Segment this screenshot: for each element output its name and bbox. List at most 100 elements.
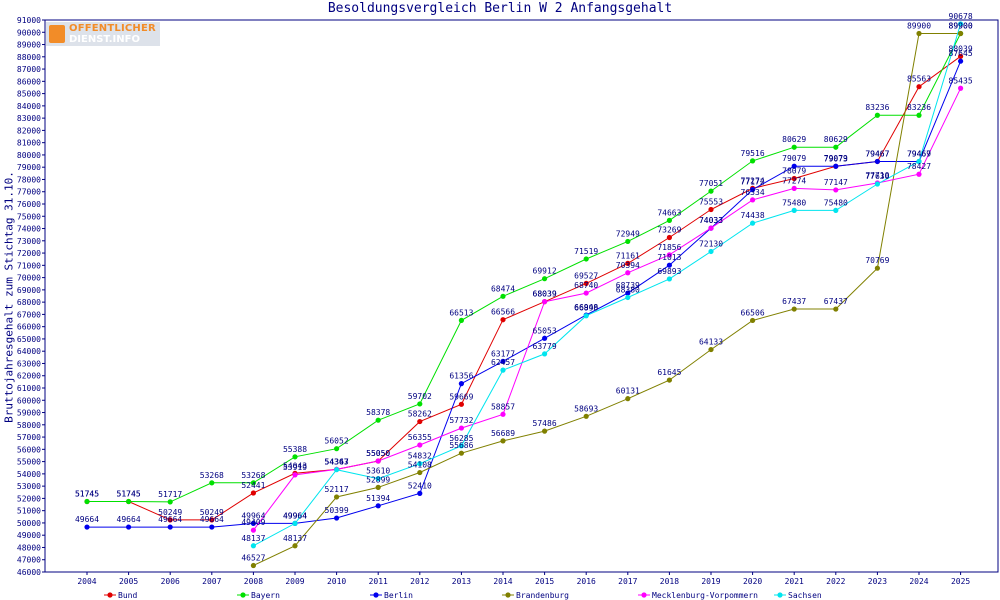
y-tick-label: 61000 <box>17 384 41 393</box>
x-tick-label: 2006 <box>161 577 180 586</box>
legend-marker-sachsen <box>777 592 783 598</box>
data-label-bayern: 79516 <box>741 149 765 158</box>
data-label-brandenburg: 64133 <box>699 338 723 347</box>
data-label-berlin: 65053 <box>533 326 557 335</box>
data-point-berlin <box>167 524 173 530</box>
data-point-bayern <box>625 238 631 245</box>
data-point-sachsen <box>833 207 839 213</box>
data-label-bund: 73269 <box>657 226 681 235</box>
data-point-brandenburg <box>625 396 631 402</box>
data-label-berlin: 49664 <box>158 515 182 524</box>
data-label-mecklenburg-vorpommern: 56355 <box>408 433 432 442</box>
data-label-bayern: 80629 <box>782 135 806 144</box>
series-line-sachsen <box>253 23 962 547</box>
chart-title: Besoldungsvergleich Berlin W 2 Anfangsge… <box>327 1 673 16</box>
y-tick-label: 53000 <box>17 482 41 491</box>
x-tick-label: 2004 <box>77 577 96 586</box>
data-point-sachsen <box>583 313 589 319</box>
y-tick-label: 72000 <box>17 249 41 258</box>
y-tick-label: 76000 <box>17 200 41 209</box>
data-point-bayern <box>167 499 173 505</box>
legend-marker-mecklenburg-vorpommern <box>641 592 647 598</box>
data-point-bayern <box>458 317 464 323</box>
data-label-brandenburg: 66506 <box>741 308 765 317</box>
data-label-bund: 69527 <box>574 271 598 280</box>
data-point-mecklenburg-vorpommern <box>375 458 381 464</box>
data-point-brandenburg <box>750 317 756 324</box>
data-label-brandenburg: 46527 <box>241 554 265 563</box>
data-point-berlin <box>791 163 797 169</box>
x-tick-label: 2022 <box>826 577 845 586</box>
legend-label-berlin: Berlin <box>384 591 413 600</box>
data-point-berlin <box>542 335 548 341</box>
data-label-brandenburg: 54108 <box>408 461 432 470</box>
data-point-sachsen <box>250 543 256 549</box>
y-tick-label: 79000 <box>17 163 41 172</box>
data-label-sachsen: 53610 <box>366 467 390 476</box>
y-tick-label: 68000 <box>17 298 41 307</box>
data-point-bayern <box>417 401 423 407</box>
y-tick-label: 48000 <box>17 543 41 552</box>
data-point-brandenburg <box>250 562 256 569</box>
data-label-bund: 77274 <box>741 176 765 185</box>
data-label-berlin: 79079 <box>782 154 806 163</box>
data-point-brandenburg <box>334 494 340 500</box>
data-label-mecklenburg-vorpommern: 57732 <box>449 416 473 425</box>
data-label-sachsen: 54832 <box>408 452 432 461</box>
data-label-bund: 51745 <box>75 490 99 499</box>
y-tick-label: 47000 <box>17 556 41 565</box>
data-point-bund <box>417 418 423 425</box>
data-point-sachsen <box>625 294 631 301</box>
data-label-sachsen: 56285 <box>449 434 473 443</box>
data-point-sachsen <box>458 443 464 449</box>
data-label-bund: 75553 <box>699 197 723 206</box>
data-point-berlin <box>84 524 90 530</box>
data-label-bayern: 71519 <box>574 247 598 256</box>
data-point-sachsen <box>500 367 506 373</box>
data-label-berlin: 68739 <box>616 281 640 290</box>
x-tick-label: 2020 <box>743 577 762 586</box>
data-point-mecklenburg-vorpommern <box>458 425 464 431</box>
data-label-brandenburg: 67437 <box>782 297 806 306</box>
data-point-brandenburg <box>292 543 298 549</box>
y-tick-label: 91000 <box>17 16 41 25</box>
y-tick-label: 74000 <box>17 225 41 234</box>
data-label-berlin: 49964 <box>283 511 307 520</box>
data-label-bayern: 51717 <box>158 490 182 499</box>
data-label-bund: 50249 <box>200 508 224 517</box>
data-label-mecklenburg-vorpommern: 49409 <box>241 518 265 527</box>
data-point-bayern <box>500 293 506 299</box>
x-tick-label: 2023 <box>868 577 887 586</box>
data-label-sachsen: 90678 <box>949 12 973 21</box>
data-label-brandenburg: 55686 <box>449 441 473 450</box>
data-point-berlin <box>958 58 964 64</box>
data-label-sachsen: 79469 <box>907 149 931 158</box>
y-tick-label: 87000 <box>17 65 41 74</box>
data-label-berlin: 77172 <box>741 178 765 187</box>
y-tick-label: 52000 <box>17 494 41 503</box>
legend-label-mecklenburg-vorpommern: Mecklenburg-Vorpommern <box>652 591 758 600</box>
data-point-mecklenburg-vorpommern <box>292 472 298 478</box>
y-tick-label: 88000 <box>17 53 41 62</box>
data-label-berlin: 49664 <box>75 515 99 524</box>
legend-label-brandenburg: Brandenburg <box>516 591 569 600</box>
data-point-brandenburg <box>791 306 797 312</box>
data-point-brandenburg <box>958 30 964 37</box>
y-tick-label: 49000 <box>17 531 41 540</box>
legend: Bund Bayern Berlin Brandenburg Mecklenburg-V… <box>104 591 822 600</box>
data-label-bund: 58262 <box>408 410 432 419</box>
data-label-berlin: 79467 <box>865 149 889 158</box>
y-tick-label: 83000 <box>17 114 41 123</box>
data-point-brandenburg <box>417 469 423 476</box>
data-point-brandenburg <box>666 377 673 383</box>
data-label-mecklenburg-vorpommern: 53919 <box>283 463 307 472</box>
data-label-brandenburg: 70769 <box>865 256 889 265</box>
y-tick-label: 75000 <box>17 212 41 221</box>
data-label-mecklenburg-vorpommern: 77274 <box>782 176 806 185</box>
x-tick-label: 2019 <box>701 577 720 586</box>
data-point-bayern <box>334 446 340 452</box>
data-label-berlin: 49664 <box>200 515 224 524</box>
data-point-berlin <box>750 187 756 193</box>
y-tick-label: 54000 <box>17 470 41 479</box>
data-label-brandenburg: 61645 <box>657 368 681 377</box>
